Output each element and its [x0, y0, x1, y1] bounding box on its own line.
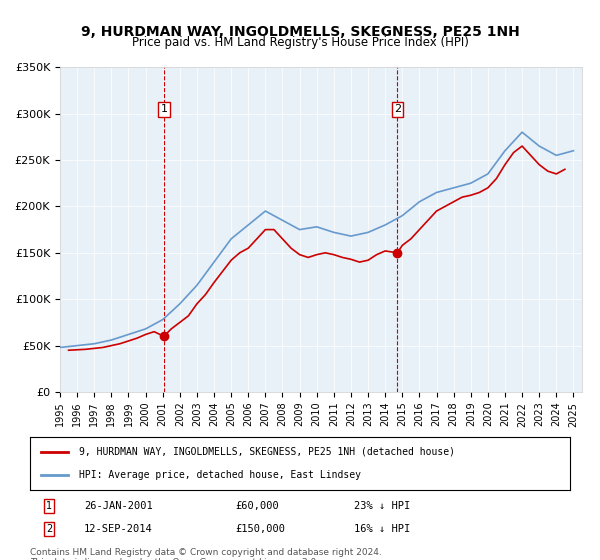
- Text: 26-JAN-2001: 26-JAN-2001: [84, 501, 153, 511]
- Text: 23% ↓ HPI: 23% ↓ HPI: [354, 501, 410, 511]
- Text: Contains HM Land Registry data © Crown copyright and database right 2024.
This d: Contains HM Land Registry data © Crown c…: [30, 548, 382, 560]
- Text: 1: 1: [46, 501, 52, 511]
- Text: £60,000: £60,000: [235, 501, 279, 511]
- Text: 2: 2: [46, 524, 52, 534]
- Text: Price paid vs. HM Land Registry's House Price Index (HPI): Price paid vs. HM Land Registry's House …: [131, 36, 469, 49]
- Text: 9, HURDMAN WAY, INGOLDMELLS, SKEGNESS, PE25 1NH (detached house): 9, HURDMAN WAY, INGOLDMELLS, SKEGNESS, P…: [79, 447, 455, 457]
- Text: £150,000: £150,000: [235, 524, 285, 534]
- Text: 16% ↓ HPI: 16% ↓ HPI: [354, 524, 410, 534]
- Text: 12-SEP-2014: 12-SEP-2014: [84, 524, 153, 534]
- Text: HPI: Average price, detached house, East Lindsey: HPI: Average price, detached house, East…: [79, 470, 361, 480]
- Text: 9, HURDMAN WAY, INGOLDMELLS, SKEGNESS, PE25 1NH: 9, HURDMAN WAY, INGOLDMELLS, SKEGNESS, P…: [80, 25, 520, 39]
- Text: 1: 1: [160, 104, 167, 114]
- Text: 2: 2: [394, 104, 401, 114]
